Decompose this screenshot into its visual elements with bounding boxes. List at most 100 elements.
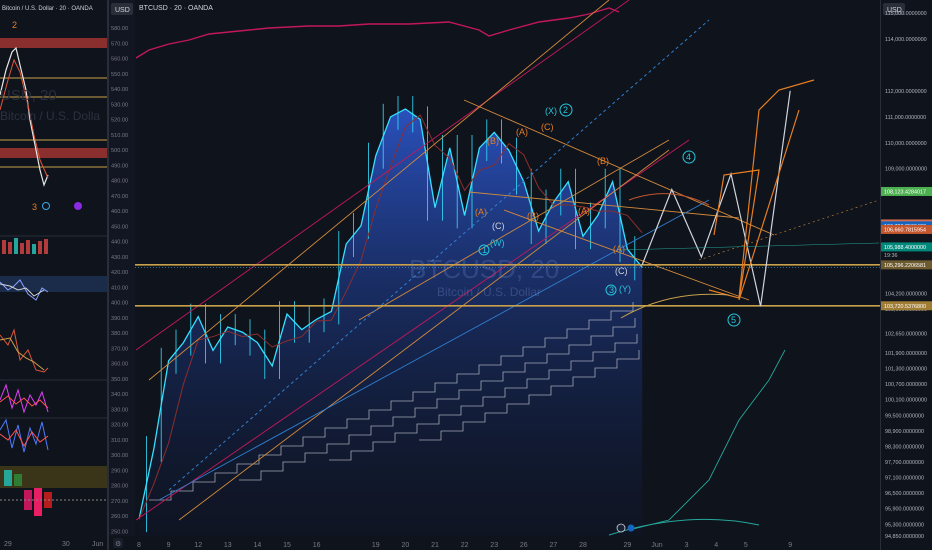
indicator-axis-label: 250.00 (111, 529, 128, 535)
time-axis-label: 23 (490, 542, 498, 549)
wave-label-c-right: (C) (615, 266, 628, 276)
price-axis-label: 114,000.0000000 (885, 37, 927, 43)
curve-projection-red (628, 193, 710, 206)
time-axis-label: 20 (402, 542, 410, 549)
price-axis-label: 109,000.0000000 (885, 167, 927, 173)
left-chart-pane[interactable]: USD, 20 Bitcoin / U.S. Dolla Bitcoin / U… (0, 0, 107, 550)
panel-divider-left[interactable] (107, 0, 109, 550)
price-axis-label: 99,500.0000000 (885, 413, 924, 419)
stair-step-line (419, 350, 640, 441)
time-axis-label: 22 (461, 542, 469, 549)
wave-label-y: (Y) (619, 284, 631, 294)
moving-average-line (138, 114, 643, 520)
wave-circle-4 (682, 150, 696, 164)
time-axis-label: 19 (372, 542, 380, 549)
stair-step-line (149, 302, 634, 501)
price-badge-label: 106,660.7815954 (884, 227, 926, 233)
top-oscillator-line (135, 7, 620, 59)
price-axis-label: 112,000.0000000 (885, 89, 927, 95)
currency-box[interactable] (111, 3, 133, 15)
left-oscillator-3 (0, 379, 107, 414)
indicator-axis-label: 430.00 (111, 255, 128, 261)
time-axis-bg (109, 536, 880, 550)
price-axis-label: 101,900.0000000 (885, 351, 927, 357)
projection-path (641, 90, 791, 307)
indicator-axis-label: 550.00 (111, 72, 128, 78)
indicator-axis-label: 470.00 (111, 194, 128, 200)
main-watermark-name: Bitcoin / U.S. Dollar (437, 285, 541, 299)
wave-circle-5 (727, 313, 741, 327)
axis-currency-box[interactable] (883, 3, 905, 15)
wave-label-b-top: (B) (487, 136, 499, 146)
indicator-axis-label: 280.00 (111, 484, 128, 490)
triangle-mid-line (468, 191, 740, 219)
price-axis-label: 110,000.0000000 (885, 141, 927, 147)
indicator-axis-label: 540.00 (111, 87, 128, 93)
triangle-lower-line (503, 209, 750, 301)
time-axis: 8 9 12 13 14 15 16 19 20 21 22 23 26 27 28 29 Jun 3 4 5 9 (137, 542, 792, 549)
price-axis-label: 111,000.0000000 (885, 115, 926, 121)
indicator-axis: 580.00 570.00 560.00 550.00 540.00 530.00 520.… (111, 26, 128, 535)
left-oscillator-2 (0, 328, 49, 373)
indicator-axis-label: 360.00 (111, 362, 128, 368)
indicator-axis-label: 330.00 (111, 407, 128, 413)
channel-line-lower-red (135, 139, 690, 521)
main-chart-pane[interactable]: 580.00 570.00 560.00 550.00 540.00 530.00 520.… (109, 0, 880, 550)
time-axis-label: 21 (431, 542, 439, 549)
staircase-indicator (149, 302, 640, 501)
price-badge (881, 301, 932, 311)
price-axis-label: 97,100.0000000 (885, 476, 924, 482)
price-axis-label: 101,300.0000000 (885, 367, 927, 373)
channel-line-orange-1 (148, 0, 610, 381)
price-badge (881, 260, 932, 270)
indicator-axis-bg (109, 0, 135, 536)
indicator-axis-label: 390.00 (111, 316, 128, 322)
indicator-axis-label: 440.00 (111, 240, 128, 246)
left-red-band (0, 38, 107, 48)
time-axis-label: 26 (520, 542, 528, 549)
price-axis-pane[interactable]: USD 115,000.0000000 114,000.0000000 112,00… (880, 0, 932, 550)
left-small-badge (74, 202, 82, 210)
price-badge (881, 224, 932, 234)
left-watermark-name: Bitcoin / U.S. Dolla (0, 109, 100, 123)
indicator-axis-label: 260.00 (111, 514, 128, 520)
indicator-axis-label: 490.00 (111, 163, 128, 169)
wave-label-c-left: (C) (492, 221, 505, 231)
indicator-axis-label: 530.00 (111, 102, 128, 108)
wave-label-2: 2 (563, 105, 568, 115)
main-chart-svg: 580.00 570.00 560.00 550.00 540.00 530.00 520.… (109, 0, 880, 550)
left-volume-indicator (0, 235, 107, 254)
main-watermark-symbol: BTCUSD, 20 (409, 254, 559, 284)
wave-label-c-top: (C) (541, 122, 554, 132)
settings-gear-icon[interactable] (113, 538, 123, 548)
wave-circle-1 (478, 244, 490, 256)
price-badge-time: 19:36 (884, 253, 898, 259)
left-chart-svg: USD, 20 Bitcoin / U.S. Dolla Bitcoin / U… (0, 0, 107, 550)
left-x-axis: 29 30 Jun (0, 536, 107, 550)
wave-label-5: 5 (731, 315, 736, 325)
event-marker-icon[interactable] (616, 523, 626, 533)
wave-label-w: (W) (490, 238, 505, 248)
time-axis-label: 4 (714, 542, 718, 549)
price-axis-svg: USD 115,000.0000000 114,000.0000000 112,00… (881, 3, 932, 540)
price-axis-label: 100,700.0000000 (885, 382, 927, 388)
indicator-axis-label: 500.00 (111, 148, 128, 154)
indicator-axis-label: 370.00 (111, 346, 128, 352)
indicator-axis-label: 270.00 (111, 499, 128, 505)
indicator-axis-label: 340.00 (111, 392, 128, 398)
symbol-title: BTCUSD · 20 · OANDA (139, 5, 213, 12)
wave-label-3: 3 (609, 285, 614, 295)
indicator-axis-label: 320.00 (111, 423, 128, 429)
blue-trend-line (158, 199, 710, 501)
indicator-axis-label: 310.00 (111, 438, 128, 444)
time-axis-label: 15 (283, 542, 291, 549)
left-oscillator-1 (0, 276, 107, 301)
wave-labels: (X) 2 (B) (A) (C) (B) (A) (B) (A) (C) (W… (475, 103, 741, 327)
time-axis-label: Jun (651, 542, 662, 549)
left-marker-icon (42, 202, 50, 210)
left-title: Bitcoin / U.S. Dollar · 20 · OANDA (2, 6, 93, 12)
indicator-axis-label: 580.00 (111, 26, 128, 32)
time-axis-label: 28 (579, 542, 587, 549)
event-marker-icon-2[interactable] (627, 524, 635, 532)
time-axis-label: 27 (550, 542, 558, 549)
